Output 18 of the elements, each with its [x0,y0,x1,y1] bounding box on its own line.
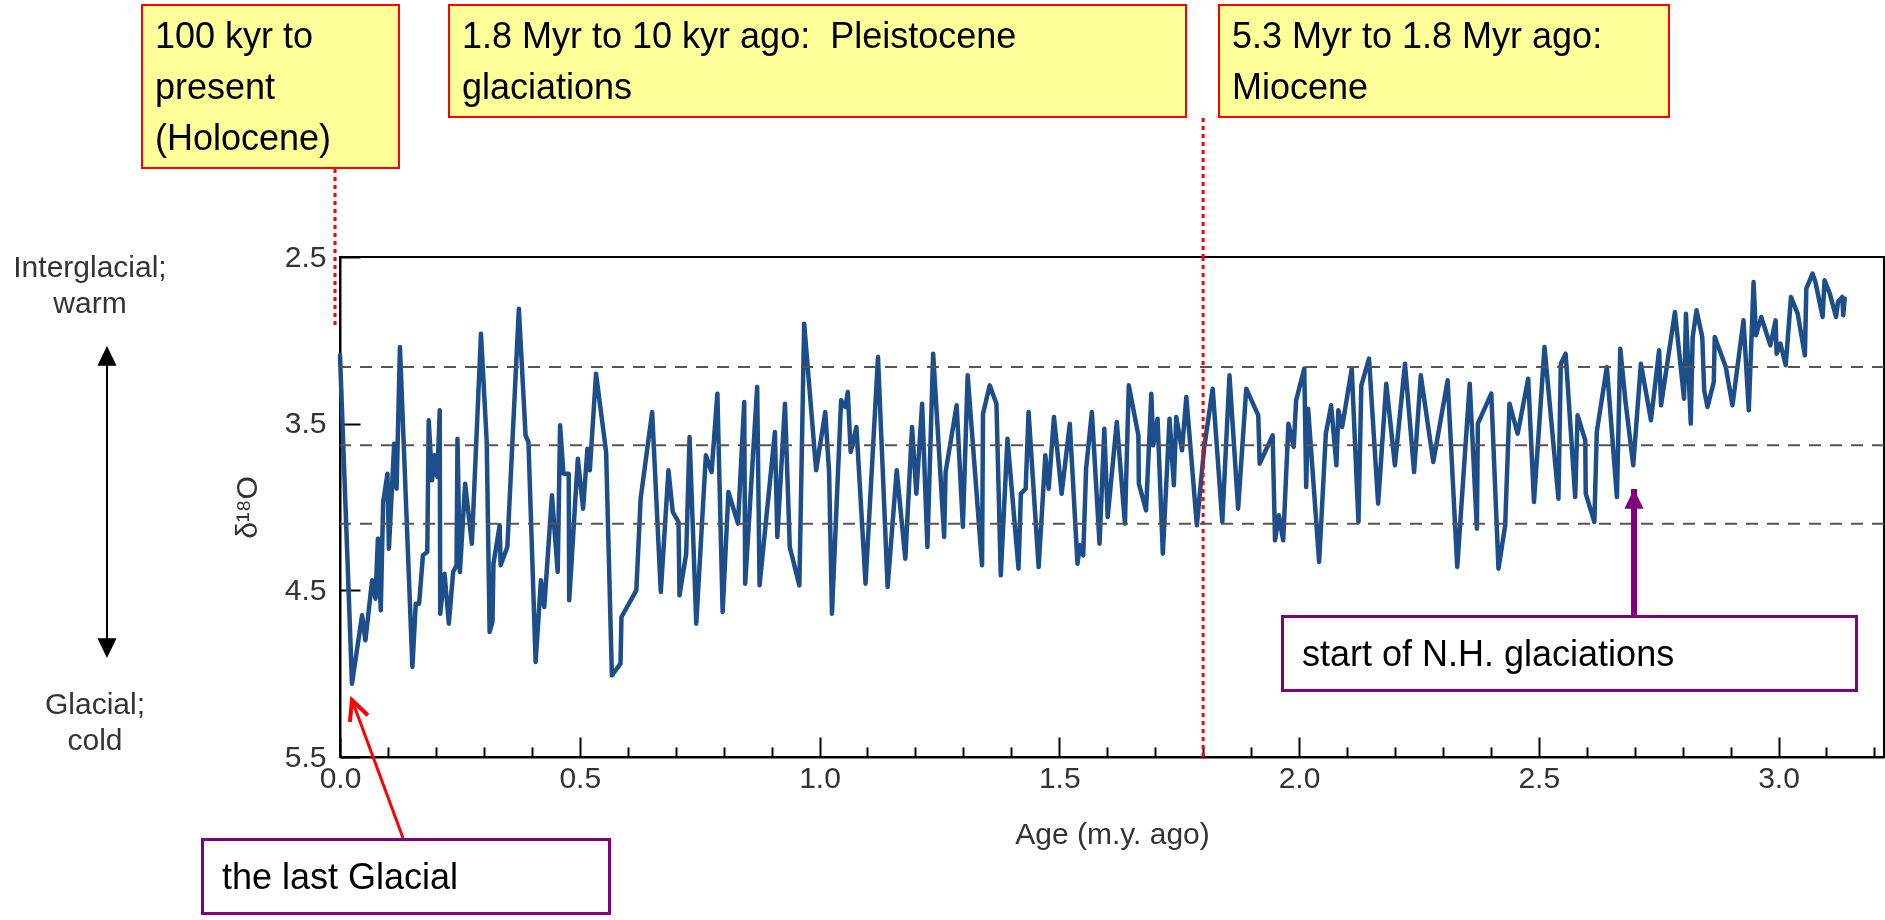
y-tick-label: 4.5 [284,572,327,606]
note-box: the last Glacial [201,838,611,916]
y-axis-title: δ¹⁸O [229,476,263,539]
x-tick-label: 0.5 [559,760,602,794]
y-tick-label: 3.5 [284,406,327,440]
x-tick-label: 1.5 [1038,760,1081,794]
x-tick-label: 3.0 [1758,760,1800,794]
y-tick-label: 2.5 [284,239,327,273]
x-tick-label: 2.0 [1278,760,1321,794]
x-tick-label: 2.5 [1518,760,1561,794]
text: Interglacial; warm [12,249,168,321]
x-tick-label: 1.0 [799,760,841,794]
text: Glacial; cold [43,686,146,758]
x-axis-title: Age (m.y. ago) [1015,816,1210,850]
note-box: 1.8 Myr to 10 kyr ago: Pleistocene glaciations [448,4,1187,119]
note-box: 5.3 Myr to 1.8 Myr ago: Miocene [1218,4,1670,119]
note-box: start of N.H. glaciations [1281,615,1858,693]
note-box: 100 kyr to present (Holocene) [141,4,400,170]
